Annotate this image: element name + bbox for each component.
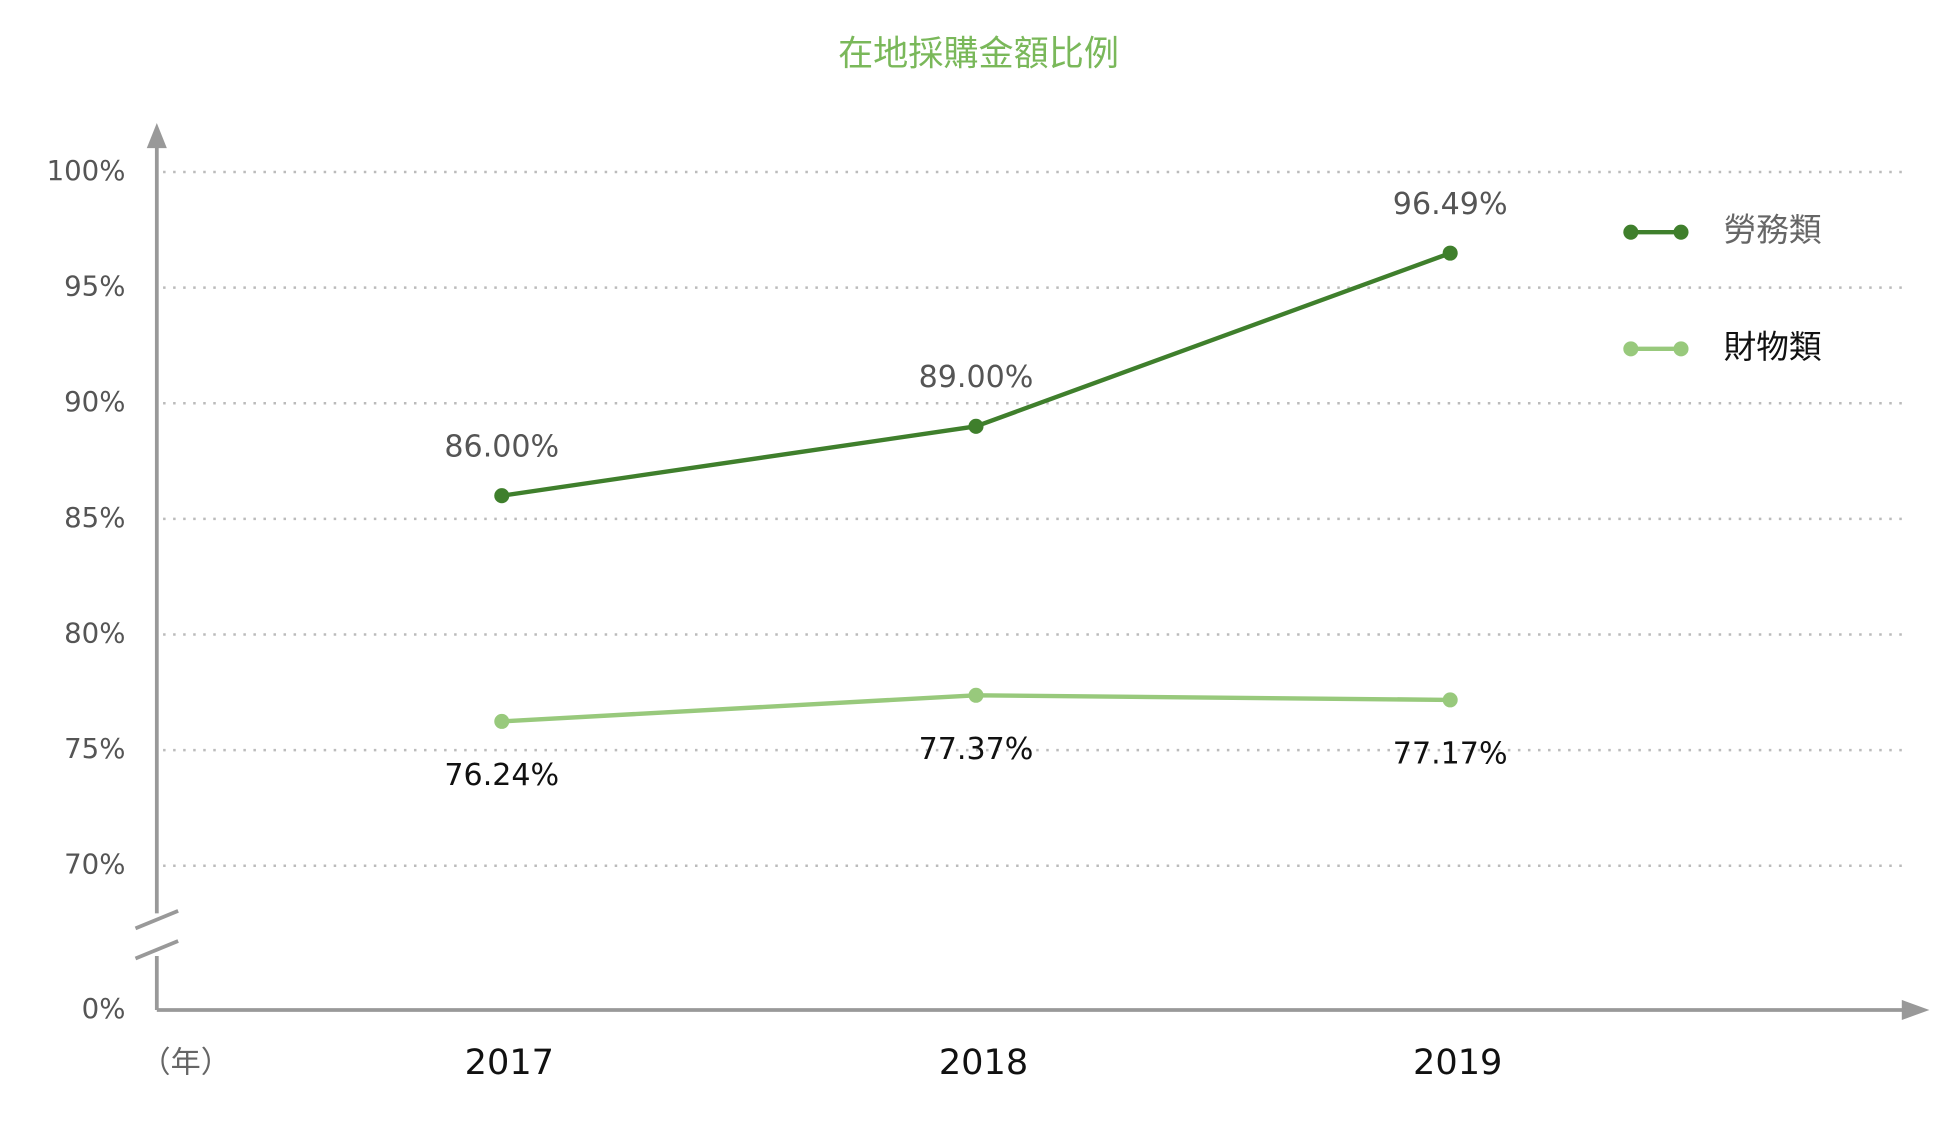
x-axis-label: （年）	[141, 1045, 231, 1080]
y-tick-label: 80%	[64, 616, 125, 649]
data-point	[494, 713, 510, 729]
data-label: 96.49%	[1393, 187, 1508, 222]
y-tick-label: 75%	[64, 732, 125, 765]
x-tick-label: 2018	[939, 1042, 1028, 1083]
data-label: 76.24%	[444, 758, 559, 793]
x-tick-label: 2019	[1413, 1042, 1502, 1083]
axis-break-mark	[134, 909, 179, 931]
data-label: 89.00%	[919, 360, 1034, 395]
x-axis-arrow	[1901, 999, 1930, 1020]
chart-title: 在地採購金額比例	[838, 33, 1119, 74]
data-point	[968, 418, 984, 434]
x-tick-label: 2017	[465, 1042, 554, 1083]
legend-label: 財物類	[1724, 328, 1822, 366]
data-point	[1442, 692, 1458, 708]
y-tick-label: 85%	[64, 501, 125, 534]
data-label: 77.37%	[919, 732, 1034, 767]
y-tick-label: 70%	[64, 848, 125, 881]
y-tick-label: 95%	[64, 270, 125, 303]
y-tick-label: 90%	[64, 385, 125, 418]
legend-dot	[1673, 224, 1689, 240]
data-point	[968, 687, 984, 703]
data-label: 77.17%	[1393, 737, 1508, 772]
y-axis-arrow	[146, 123, 167, 149]
y-tick-label: 100%	[47, 154, 126, 187]
legend-dot	[1673, 341, 1689, 357]
data-point	[494, 488, 510, 504]
axis-break-mark	[134, 939, 179, 961]
legend-label: 勞務類	[1724, 211, 1822, 249]
legend-dot	[1623, 224, 1639, 240]
data-point	[1442, 245, 1458, 261]
legend-dot	[1623, 341, 1639, 357]
data-label: 86.00%	[444, 430, 559, 465]
y-tick-label: 0%	[82, 992, 126, 1025]
